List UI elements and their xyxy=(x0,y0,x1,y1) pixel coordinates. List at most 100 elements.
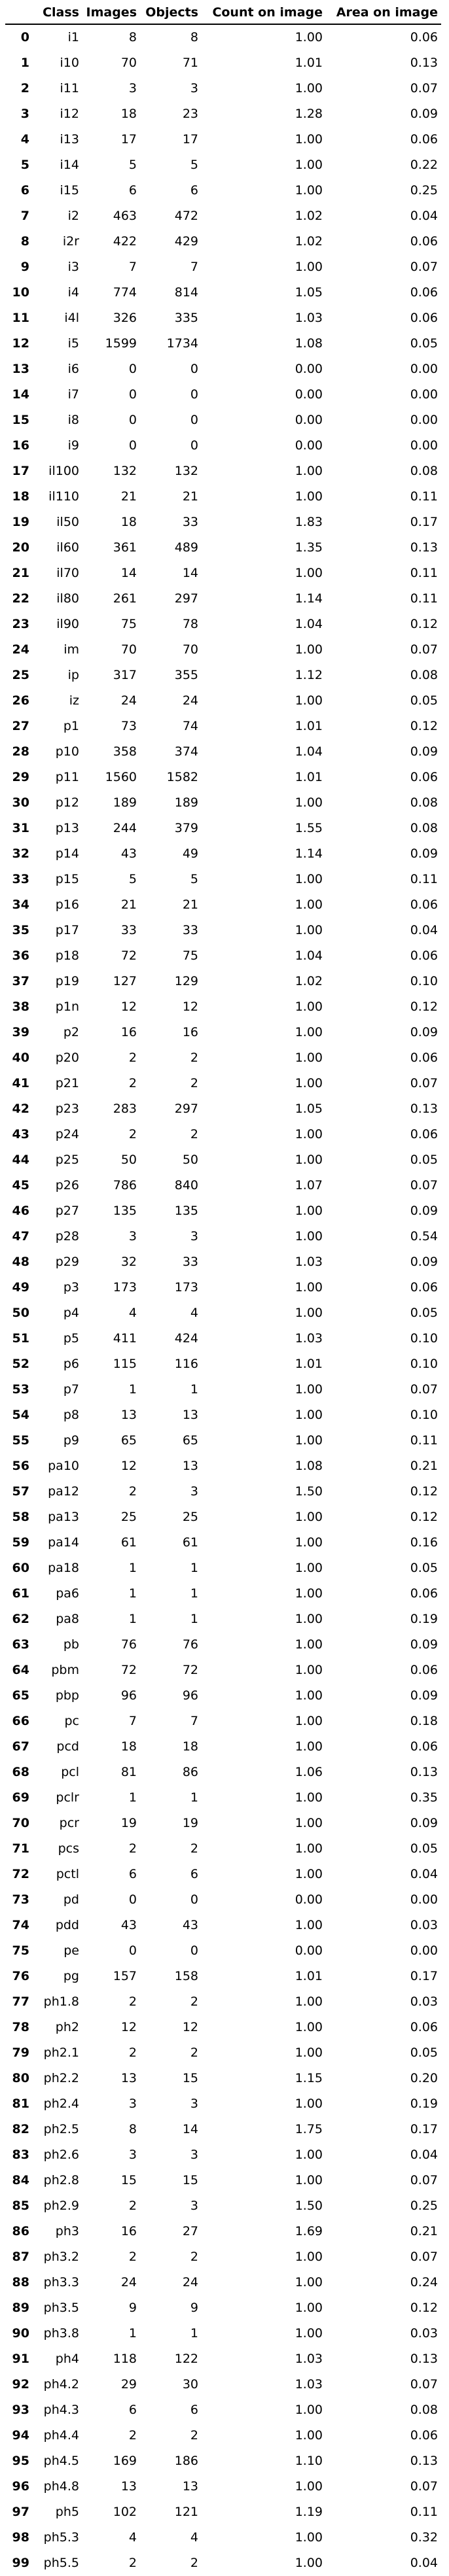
count-on-image-cell: 1.00 xyxy=(295,1051,323,1065)
area-on-image-cell: 0.12 xyxy=(410,617,438,631)
objects-cell: 814 xyxy=(174,285,198,300)
row-index: 99 xyxy=(12,2556,29,2570)
class-cell: ph5.3 xyxy=(43,2530,79,2545)
area-on-image-cell: 0.06 xyxy=(410,1586,438,1601)
objects-cell: 472 xyxy=(174,209,198,223)
images-cell: 7 xyxy=(128,1714,137,1728)
images-cell: 4 xyxy=(128,2530,137,2545)
images-cell: 2 xyxy=(128,1841,137,1856)
area-on-image-cell: 0.05 xyxy=(410,1841,438,1856)
objects-cell: 76 xyxy=(182,1637,198,1652)
area-on-image-cell: 0.11 xyxy=(410,591,438,606)
row-index: 46 xyxy=(12,1204,29,1218)
header-images: Images xyxy=(82,1,140,25)
header-row: Class Images Objects Count on image Area… xyxy=(5,1,441,25)
table-row: 39 p2 16 16 1.00 0.09 xyxy=(5,1020,441,1045)
class-cell: p8 xyxy=(63,1408,79,1422)
objects-cell: 1 xyxy=(190,1382,198,1397)
row-index: 84 xyxy=(12,2173,29,2187)
class-cell: ph2.9 xyxy=(43,2199,79,2213)
class-cell: p24 xyxy=(55,1127,79,1141)
objects-cell: 21 xyxy=(182,897,198,912)
class-cell: i2r xyxy=(62,234,79,249)
table-row: 50 p4 4 4 1.00 0.05 xyxy=(5,1300,441,1326)
class-cell: pa14 xyxy=(48,1535,79,1550)
images-cell: 261 xyxy=(113,591,137,606)
table-row: 61 pa6 1 1 1.00 0.06 xyxy=(5,1581,441,1607)
row-index: 9 xyxy=(20,260,29,274)
count-on-image-cell: 1.04 xyxy=(295,617,323,631)
images-cell: 358 xyxy=(113,744,137,759)
count-on-image-cell: 1.50 xyxy=(295,1484,323,1499)
table-row: 31 p13 244 379 1.55 0.08 xyxy=(5,816,441,841)
images-cell: 244 xyxy=(113,821,137,835)
area-on-image-cell: 0.05 xyxy=(410,1153,438,1167)
area-on-image-cell: 0.05 xyxy=(410,1561,438,1575)
class-cell: pa18 xyxy=(48,1561,79,1575)
objects-cell: 379 xyxy=(174,821,198,835)
area-on-image-cell: 0.24 xyxy=(410,2275,438,2289)
images-cell: 24 xyxy=(120,2275,137,2289)
images-cell: 9 xyxy=(128,2301,137,2315)
area-on-image-cell: 0.03 xyxy=(410,1994,438,2009)
objects-cell: 12 xyxy=(182,1000,198,1014)
area-on-image-cell: 0.13 xyxy=(410,1765,438,1779)
class-cell: ph2.8 xyxy=(43,2173,79,2187)
objects-cell: 2 xyxy=(190,2428,198,2443)
area-on-image-cell: 0.16 xyxy=(410,1535,438,1550)
count-on-image-cell: 1.00 xyxy=(295,1153,323,1167)
area-on-image-cell: 0.07 xyxy=(410,2173,438,2187)
objects-cell: 189 xyxy=(174,795,198,810)
images-cell: 1 xyxy=(128,1561,137,1575)
class-cell: p26 xyxy=(55,1178,79,1192)
objects-cell: 297 xyxy=(174,591,198,606)
images-cell: 76 xyxy=(120,1637,137,1652)
count-on-image-cell: 1.55 xyxy=(295,821,323,835)
row-index: 7 xyxy=(20,209,29,223)
images-cell: 25 xyxy=(120,1510,137,1524)
count-on-image-cell: 1.00 xyxy=(295,2326,323,2341)
objects-cell: 17 xyxy=(182,132,198,147)
table-row: 81 ph2.4 3 3 1.00 0.19 xyxy=(5,2091,441,2117)
class-cell: pbp xyxy=(55,1688,79,1703)
objects-cell: 6 xyxy=(190,2403,198,2417)
row-index: 31 xyxy=(12,821,29,835)
row-index: 72 xyxy=(12,1867,29,1881)
images-cell: 32 xyxy=(120,1255,137,1269)
images-cell: 2 xyxy=(128,1127,137,1141)
table-row: 27 p1 73 74 1.01 0.12 xyxy=(5,714,441,739)
area-on-image-cell: 0.12 xyxy=(410,1484,438,1499)
class-cell: ph2 xyxy=(55,2020,79,2034)
count-on-image-cell: 1.00 xyxy=(295,1739,323,1754)
count-on-image-cell: 1.00 xyxy=(295,897,323,912)
class-cell: ph3.3 xyxy=(43,2275,79,2289)
class-cell: i13 xyxy=(60,132,79,147)
area-on-image-cell: 0.21 xyxy=(410,2224,438,2238)
table-row: 87 ph3.2 2 2 1.00 0.07 xyxy=(5,2244,441,2270)
header-index xyxy=(5,1,33,25)
images-cell: 96 xyxy=(120,1688,137,1703)
area-on-image-cell: 0.17 xyxy=(410,2122,438,2136)
row-index: 14 xyxy=(12,387,29,402)
objects-cell: 3 xyxy=(190,2148,198,2162)
area-on-image-cell: 0.25 xyxy=(410,183,438,198)
area-on-image-cell: 0.09 xyxy=(410,1688,438,1703)
area-on-image-cell: 0.07 xyxy=(410,2250,438,2264)
count-on-image-cell: 1.10 xyxy=(295,2454,323,2468)
images-cell: 50 xyxy=(120,1153,137,1167)
class-cell: i12 xyxy=(60,107,79,121)
class-cell: p28 xyxy=(55,1229,79,1244)
images-cell: 8 xyxy=(128,30,137,44)
table-row: 35 p17 33 33 1.00 0.04 xyxy=(5,918,441,943)
header-count-on-image: Count on image xyxy=(202,1,326,25)
class-cell: p5 xyxy=(63,1331,79,1346)
area-on-image-cell: 0.08 xyxy=(410,821,438,835)
class-cell: ph5.5 xyxy=(43,2556,79,2570)
count-on-image-cell: 1.01 xyxy=(295,1969,323,1983)
area-on-image-cell: 0.00 xyxy=(410,413,438,427)
row-index: 35 xyxy=(12,923,29,937)
images-cell: 102 xyxy=(113,2505,137,2519)
class-cell: pbm xyxy=(51,1663,79,1677)
table-row: 88 ph3.3 24 24 1.00 0.24 xyxy=(5,2270,441,2295)
row-index: 36 xyxy=(12,949,29,963)
